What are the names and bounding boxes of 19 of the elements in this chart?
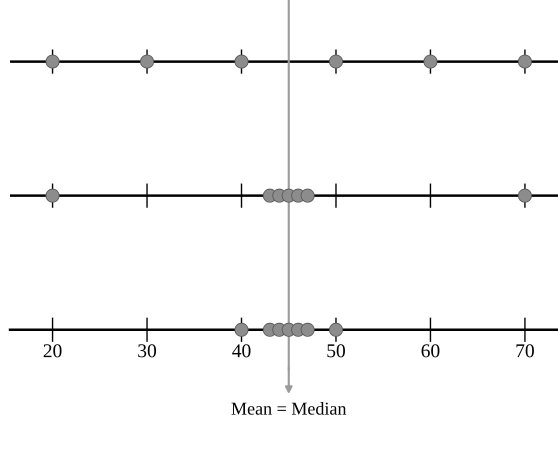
point xyxy=(140,54,154,69)
point xyxy=(234,322,249,337)
x-tick-label: 30 xyxy=(138,344,156,358)
point xyxy=(328,54,343,69)
point xyxy=(328,322,343,337)
x-tick-label: 50 xyxy=(327,344,345,358)
point xyxy=(518,188,532,203)
x-tick-label: 40 xyxy=(232,344,250,358)
point xyxy=(300,188,315,203)
ref-line-label: Mean = Median xyxy=(232,402,346,415)
point xyxy=(518,54,532,69)
x-tick-label: 20 xyxy=(44,344,62,358)
x-tick-label: 60 xyxy=(422,344,440,358)
point xyxy=(423,54,438,69)
point xyxy=(234,54,249,69)
point xyxy=(46,54,60,69)
point xyxy=(300,322,315,337)
point xyxy=(46,188,60,203)
x-tick-label: 70 xyxy=(516,344,534,358)
